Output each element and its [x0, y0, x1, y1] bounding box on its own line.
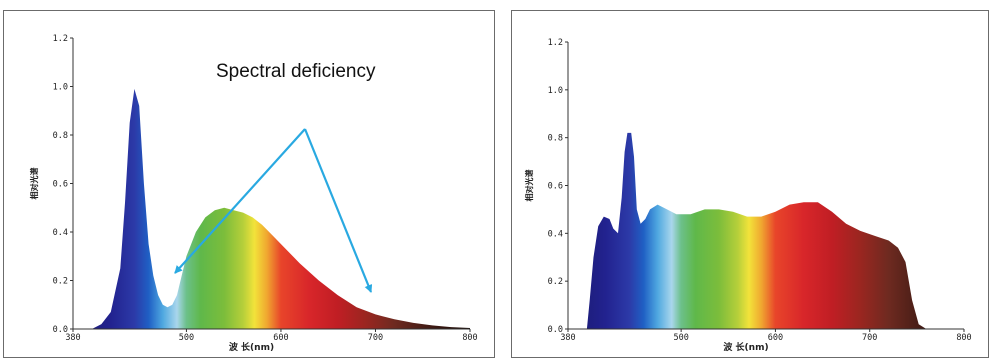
x-tick-label: 600	[768, 333, 783, 343]
y-tick-label: 0.8	[548, 134, 563, 144]
y-tick-label: 1.0	[53, 83, 68, 93]
annotation-arrow-right	[303, 128, 373, 293]
y-tick-label: 0.4	[548, 229, 563, 239]
x-tick-label: 800	[956, 333, 971, 343]
y-tick-label: 0.2	[548, 277, 563, 287]
y-axis-label: 相对光谱	[524, 170, 534, 202]
x-tick-label: 600	[273, 333, 288, 343]
x-tick-label: 500	[179, 333, 194, 343]
y-tick-label: 0.2	[53, 277, 68, 287]
left-spectrum-chart: 0.0 0.2 0.4 0.6 0.8 1.0 1.2 380 500 600 700 800 波 长(…	[29, 34, 478, 353]
x-axis-label: 波 长(nm)	[723, 341, 768, 353]
y-tick-label: 0.0	[548, 325, 563, 335]
x-tick-label: 380	[65, 333, 80, 343]
spectrum-area	[586, 132, 964, 329]
y-tick-label: 0.0	[53, 325, 68, 335]
right-chart-panel: 0.0 0.2 0.4 0.6 0.8 1.0 1.2 380 500 600 700 800 波 长(…	[511, 10, 989, 358]
x-tick-label: 700	[368, 333, 383, 343]
right-spectrum-chart: 0.0 0.2 0.4 0.6 0.8 1.0 1.2 380 500 600 700 800 波 长(…	[524, 38, 972, 353]
y-tick-label: 0.6	[548, 182, 563, 192]
x-tick-label: 700	[862, 333, 877, 343]
y-axis-label: 相对光谱	[29, 168, 39, 200]
annotation-text: Spectral deficiency	[216, 61, 376, 82]
y-tick-label: 0.6	[53, 180, 68, 190]
y-tick-label: 1.0	[548, 86, 563, 96]
spectrum-area	[91, 88, 471, 330]
x-axis-label: 波 长(nm)	[229, 341, 274, 353]
y-tick-label: 1.2	[53, 34, 68, 44]
y-tick-label: 1.2	[548, 38, 563, 48]
x-tick-label: 380	[560, 333, 575, 343]
x-tick-label: 500	[673, 333, 688, 343]
annotation-arrow-left	[174, 128, 306, 274]
y-tick-label: 0.4	[53, 228, 68, 238]
left-chart-panel: 0.0 0.2 0.4 0.6 0.8 1.0 1.2 380 500 600 700 800 波 长(…	[3, 10, 495, 358]
x-tick-label: 800	[462, 333, 477, 343]
y-tick-label: 0.8	[53, 131, 68, 141]
